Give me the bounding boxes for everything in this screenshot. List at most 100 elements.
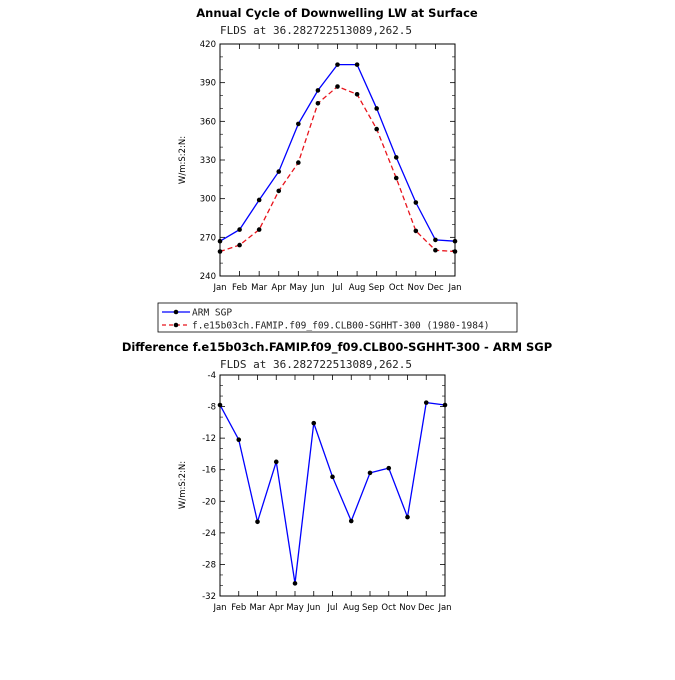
- data-point-top-0: [217, 238, 223, 244]
- x-tick-label: Sep: [369, 283, 385, 293]
- x-tick-label: Feb: [231, 603, 246, 613]
- x-tick-label: Apr: [269, 603, 284, 613]
- data-point-bottom-0: [442, 402, 448, 408]
- x-tick-label: Jun: [306, 603, 320, 613]
- data-point-bottom-0: [311, 420, 317, 426]
- plot-frame-top: [219, 43, 456, 277]
- y-tick-label: 420: [200, 40, 216, 50]
- x-tick-label: Oct: [381, 603, 396, 613]
- x-tick-label: Jul: [326, 603, 337, 613]
- x-tick-label: Jan: [212, 283, 226, 293]
- data-point-top-1: [256, 227, 262, 232]
- chart-subtitle-top: FLDS at 36.282722513089,262.5: [220, 24, 412, 37]
- x-tick-label: May: [290, 283, 308, 293]
- data-point-bottom-0: [348, 518, 354, 524]
- legend-label-arm-sgp: ARM SGP: [192, 308, 232, 319]
- x-tick-label: Nov: [408, 283, 425, 293]
- y-axis-label-bottom: W/m:S:2:N:: [178, 461, 188, 509]
- legend-marker-model: [173, 322, 179, 328]
- legend-marker-arm-sgp: [173, 309, 179, 315]
- x-tick-label: Jul: [331, 283, 342, 293]
- chart-subtitle-bottom: FLDS at 36.282722513089,262.5: [220, 358, 412, 371]
- y-tick-label: 240: [200, 272, 216, 282]
- data-point-top-0: [393, 155, 399, 160]
- legend: ARM SGP f.e15b03ch.FAMIP.f09_f09.CLB00-S…: [157, 302, 518, 333]
- y-tick-label: 360: [200, 117, 216, 127]
- x-tick-label: Sep: [362, 603, 378, 613]
- data-point-top-1: [413, 228, 419, 234]
- data-point-top-0: [256, 197, 262, 203]
- x-tick-label: Jan: [212, 603, 226, 613]
- data-point-top-1: [354, 91, 360, 97]
- data-point-top-0: [413, 200, 419, 205]
- data-point-top-0: [335, 62, 340, 67]
- y-tick-label: 300: [200, 195, 216, 205]
- plot-area-bottom: -32 -28 -24 -20 -16 -12 -8 -4 Jan Feb Mar Apr May Jun…: [202, 371, 451, 613]
- x-tick-label: Jun: [310, 283, 324, 293]
- data-point-bottom-0: [236, 437, 242, 443]
- x-tick-label: Oct: [389, 283, 404, 293]
- x-tick-label: Aug: [343, 603, 360, 613]
- data-point-top-1: [315, 100, 321, 106]
- data-point-top-1: [433, 247, 438, 253]
- data-point-top-0: [276, 169, 282, 174]
- series-line-top-1: [219, 85, 456, 253]
- legend-box: [157, 302, 518, 333]
- data-point-top-0: [374, 106, 379, 111]
- y-tick-label: -8: [208, 403, 216, 413]
- y-tick-label: -32: [202, 592, 216, 602]
- data-point-top-1: [374, 126, 379, 132]
- data-point-bottom-0: [217, 402, 223, 408]
- data-point-bottom-0: [255, 519, 260, 525]
- x-tick-label: Nov: [399, 603, 416, 613]
- data-point-top-1: [276, 188, 282, 194]
- data-point-bottom-0: [423, 400, 429, 405]
- data-point-top-1: [237, 242, 242, 248]
- data-point-top-0: [433, 237, 438, 243]
- series-line-bottom-0: [219, 401, 446, 584]
- x-tick-label: Mar: [249, 603, 266, 613]
- y-axis-label-top: W/m:S:2:N:: [178, 136, 188, 184]
- data-point-top-1: [452, 249, 458, 254]
- x-tick-label: Apr: [271, 283, 286, 293]
- plot-frame-bottom: [219, 374, 446, 597]
- data-point-bottom-0: [367, 470, 373, 476]
- x-tick-label: Jan: [447, 283, 461, 293]
- y-tick-label: -12: [202, 434, 216, 444]
- y-tick-label: -24: [202, 529, 216, 539]
- data-point-top-1: [217, 249, 223, 254]
- data-point-bottom-0: [386, 465, 392, 471]
- x-tick-label: May: [286, 603, 304, 613]
- x-tick-label: Mar: [251, 283, 268, 293]
- x-tick-label: Dec: [418, 603, 435, 613]
- data-point-bottom-0: [405, 514, 410, 520]
- plot-area-top: 240 270 300 330 360 390 420 Jan Feb Mar Apr May Jun J…: [200, 40, 462, 293]
- y-tick-label: -4: [208, 371, 216, 381]
- x-tick-label: Jan: [437, 603, 451, 613]
- data-point-top-1: [296, 160, 301, 165]
- chart-title-top: Annual Cycle of Downwelling LW at Surfac…: [196, 6, 478, 20]
- y-tick-label: 390: [200, 79, 216, 89]
- data-point-top-1: [393, 175, 399, 181]
- x-tick-label: Aug: [349, 283, 366, 293]
- data-point-top-0: [296, 121, 301, 127]
- data-point-top-0: [237, 227, 242, 232]
- y-tick-label: 330: [200, 156, 216, 166]
- series-line-top-0: [219, 63, 456, 242]
- y-tick-label: 270: [200, 233, 216, 243]
- data-point-top-0: [315, 88, 321, 93]
- data-point-bottom-0: [292, 581, 298, 586]
- y-tick-label: -28: [202, 560, 216, 570]
- data-point-bottom-0: [330, 474, 335, 480]
- data-point-top-0: [452, 238, 458, 244]
- y-tick-label: -20: [202, 497, 216, 507]
- legend-label-model: f.e15b03ch.FAMIP.f09_f09.CLB00-SGHHT-300…: [192, 321, 489, 332]
- x-tick-label: Dec: [427, 283, 444, 293]
- x-tick-label: Feb: [232, 283, 247, 293]
- data-point-top-0: [354, 62, 360, 67]
- data-point-bottom-0: [273, 459, 279, 465]
- y-tick-label: -16: [202, 466, 216, 476]
- chart-title-bottom: Difference f.e15b03ch.FAMIP.f09_f09.CLB0…: [122, 340, 552, 355]
